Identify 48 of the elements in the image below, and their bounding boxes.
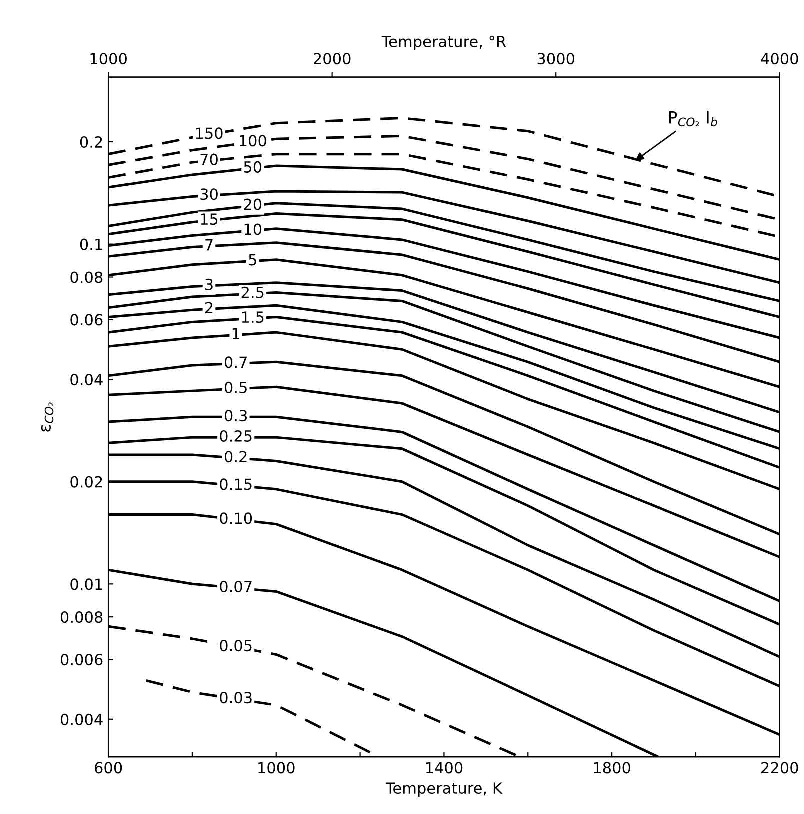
x-axis-title: Temperature, K [386,782,503,798]
x-tick-label: 2200 [762,762,798,774]
annotation: P$_{CO₂}$ l$_{b}$ [669,111,718,127]
y-tick-label: 0.1 [80,238,102,250]
x2-tick-label: 4000 [761,53,798,65]
series-label: 0.07 [220,580,252,593]
y-tick-label: 0.006 [60,654,103,666]
series-label: 50 [244,161,262,173]
series-label: 0.3 [224,410,248,422]
y-tick-label: 0.08 [70,272,103,284]
y-tick-label: 0.008 [60,612,103,624]
series-label: 30 [200,188,218,200]
series-label: 0.7 [224,356,247,368]
series-label: 150 [196,128,223,140]
series-label: 0.03 [220,692,252,704]
y-tick-label: 0.01 [70,578,102,590]
y-axis-title: ε$_{CO₂}$ [41,402,54,432]
series-label: 2.5 [242,286,264,298]
x-tick-label: 1800 [594,762,630,774]
series-label: 10 [244,224,262,236]
y-tick-label: 0.004 [60,714,103,726]
series-label: 100 [240,135,266,147]
series-label: 15 [201,214,218,226]
series-label: 1 [232,328,240,340]
series-label: 1.5 [242,312,264,324]
series-label: 70 [200,154,218,166]
series-label: 0.5 [224,382,247,394]
series-label: 2 [206,302,213,314]
series-label: 7 [206,239,213,251]
series-label: 3 [206,278,213,290]
x2-axis-title: Temperature, °R [382,36,506,50]
x-tick-label: 1000 [258,762,295,774]
series-label: 0.05 [220,640,252,652]
y-tick-label: 0.2 [80,136,102,148]
series-label: 0.25 [220,430,252,442]
series-label: 0.10 [220,512,252,524]
y-tick-label: 0.04 [70,374,103,386]
series-label: 0.2 [224,451,247,463]
series-label: 0.15 [220,478,252,490]
x2-tick-label: 2000 [314,53,351,65]
x-tick-label: 600 [95,762,122,774]
series-label: 20 [244,198,262,210]
x-tick-label: 1400 [426,762,463,774]
y-tick-label: 0.06 [70,314,103,326]
x2-tick-label: 3000 [538,53,575,65]
series-label: 5 [249,254,256,266]
x2-tick-label: 1000 [90,53,127,65]
y-tick-label: 0.02 [70,476,102,488]
